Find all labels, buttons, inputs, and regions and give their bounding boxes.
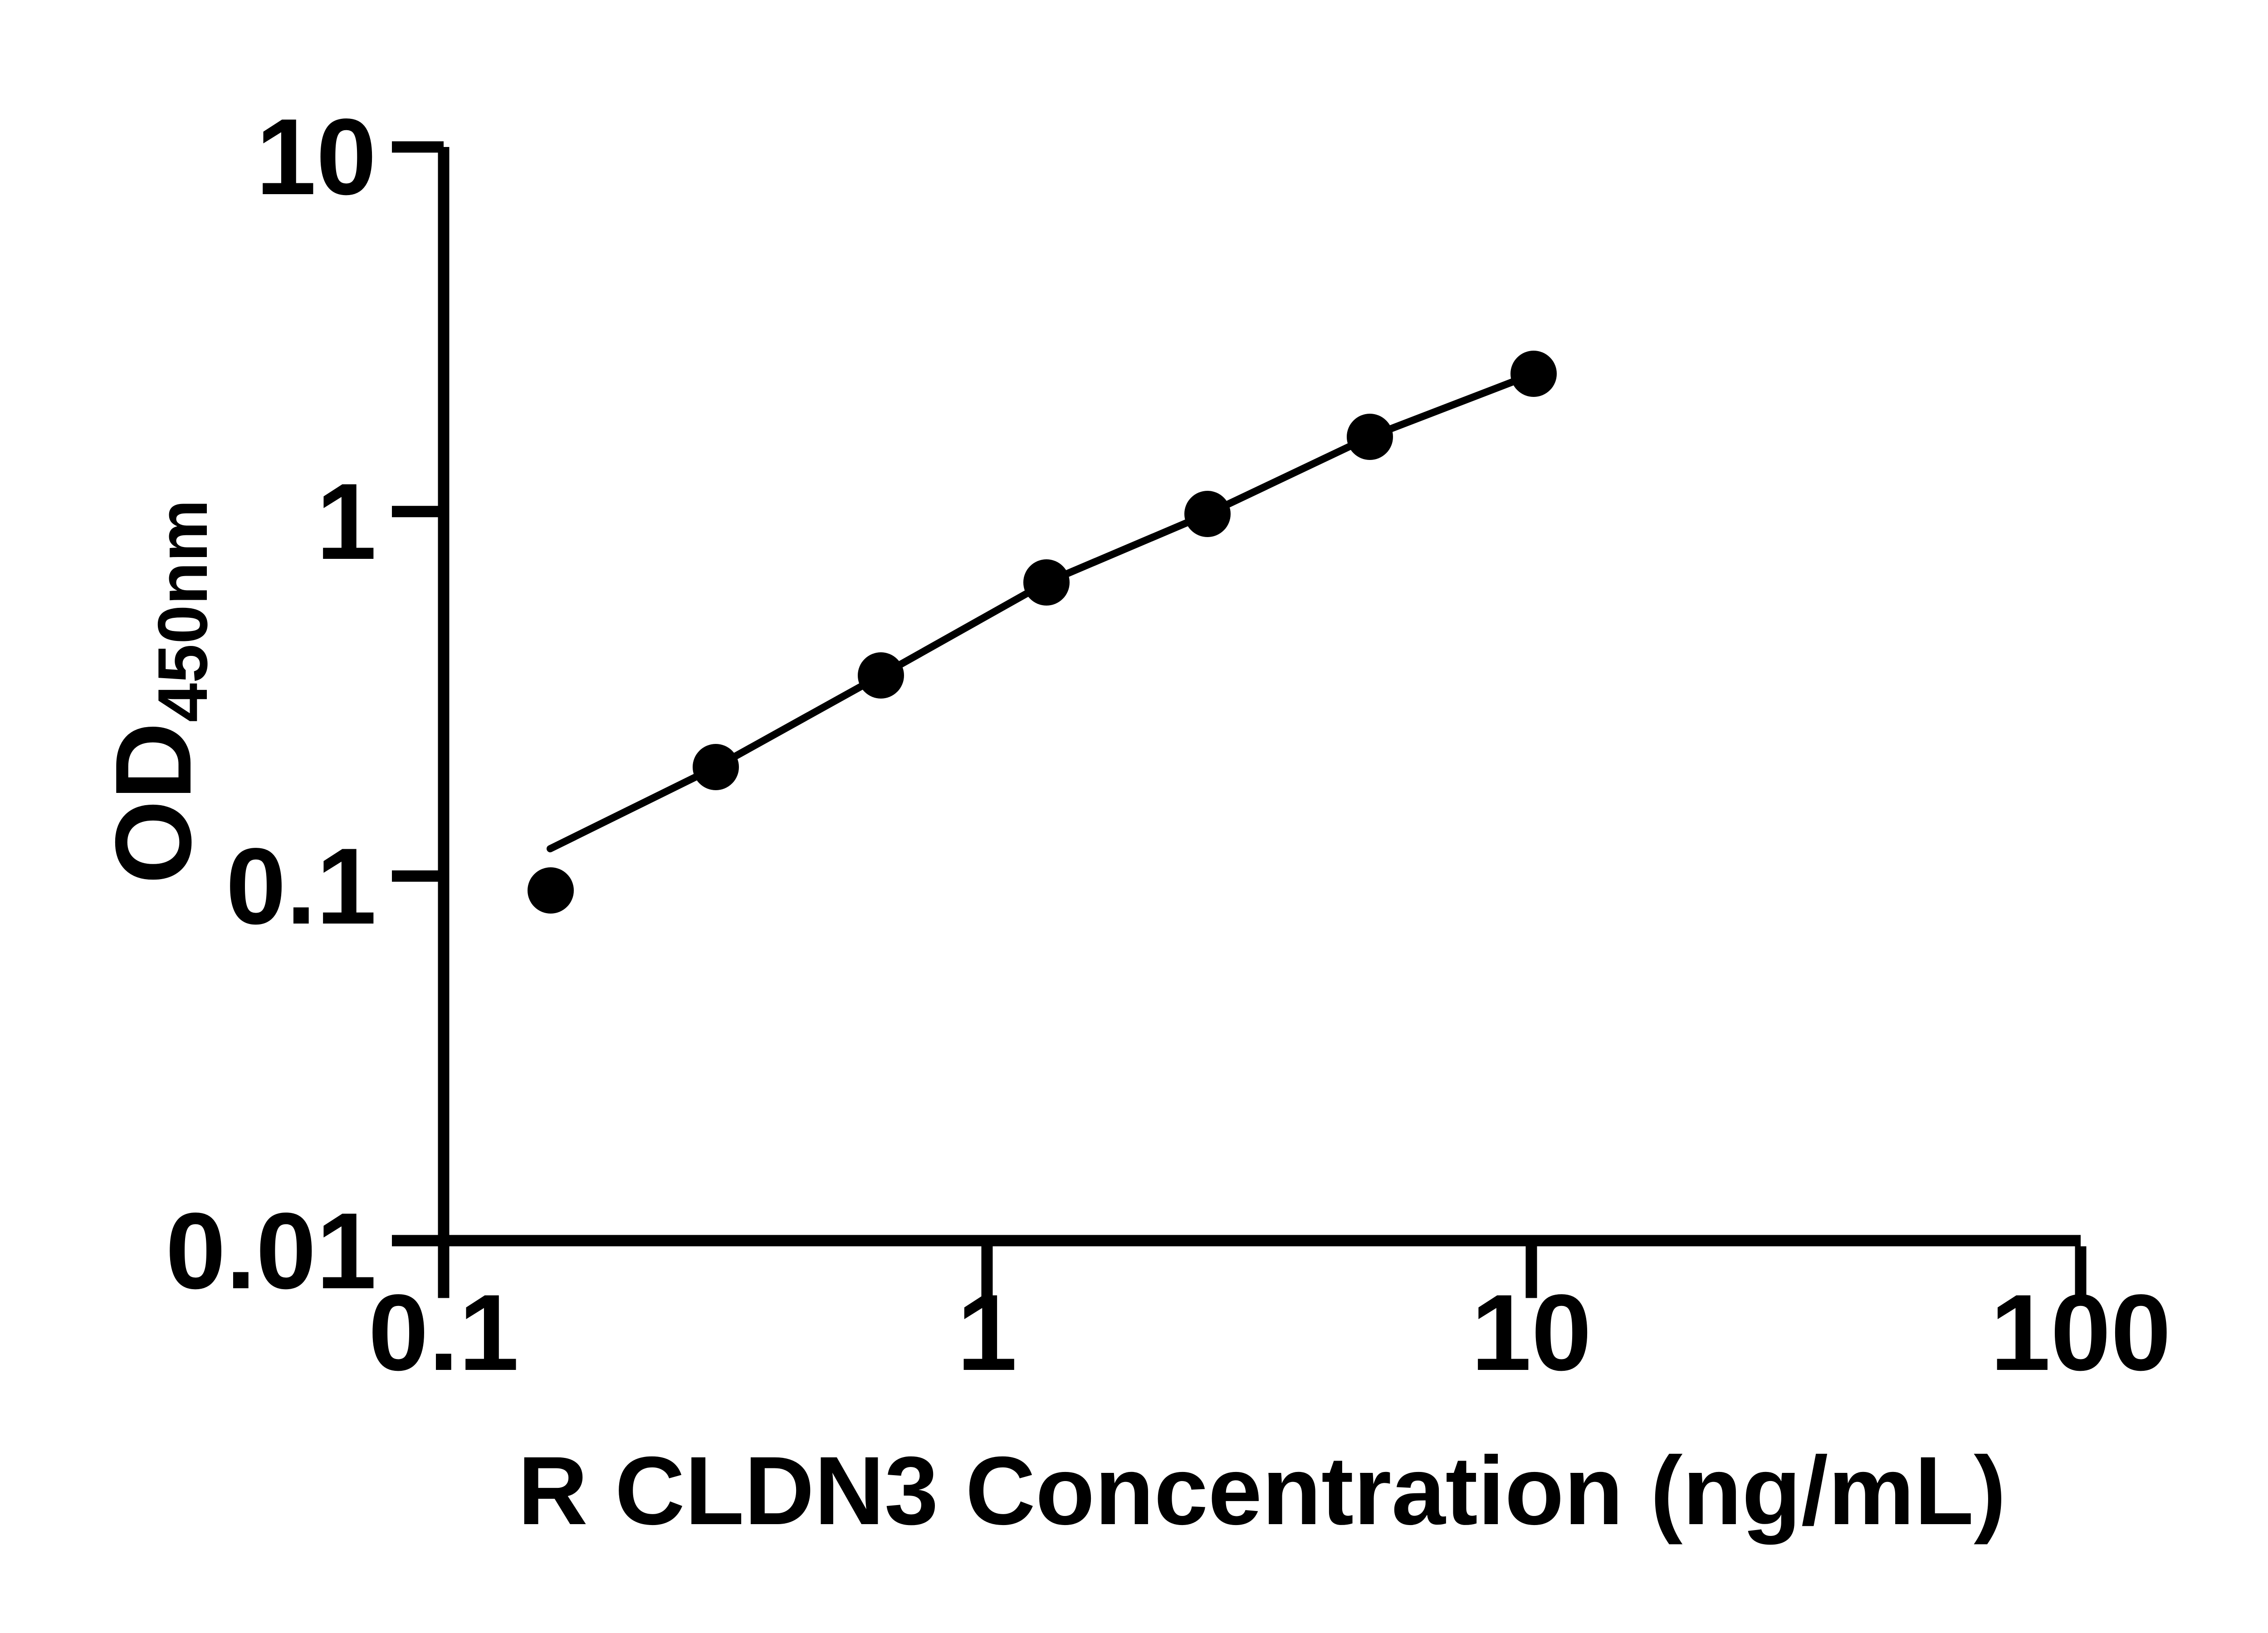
svg-text:0.01: 0.01 [166,1190,376,1311]
svg-text:100: 100 [1990,1272,2171,1393]
svg-text:R CLDN3 Concentration (ng/mL): R CLDN3 Concentration (ng/mL) [518,1437,2006,1545]
svg-text:10: 10 [1471,1272,1592,1393]
svg-text:10: 10 [256,96,376,217]
svg-text:1: 1 [957,1272,1017,1393]
svg-text:0.1: 0.1 [226,826,376,947]
svg-text:1: 1 [316,461,376,582]
svg-text:0.1: 0.1 [368,1272,519,1393]
